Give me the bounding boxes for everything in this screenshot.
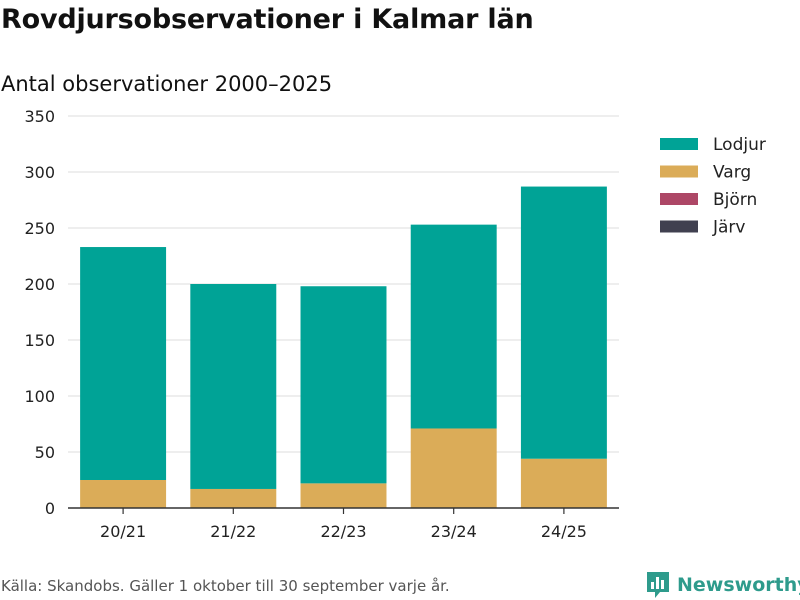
- y-tick-label: 250: [24, 219, 55, 238]
- brand-name: Newsworthy: [677, 574, 800, 596]
- y-tick-label: 150: [24, 331, 55, 350]
- legend-label: Lodjur: [713, 135, 766, 155]
- legend-swatch: [660, 138, 698, 150]
- bar-varg-20-21: [80, 480, 167, 508]
- bar-lodjur-22-23: [300, 286, 387, 484]
- legend-swatch: [660, 165, 698, 178]
- x-tick-label: 20/21: [100, 522, 146, 541]
- chart-subtitle: Antal observationer 2000–2025: [1, 72, 333, 96]
- y-tick-label: 50: [35, 443, 55, 462]
- x-tick-label: 23/24: [431, 522, 477, 541]
- x-axis-ticks: 20/21 21/22 22/23 23/24 24/25: [100, 508, 587, 541]
- bar-lodjur-20-21: [80, 247, 167, 480]
- legend-label: Björn: [713, 190, 757, 210]
- bar-varg-21-22: [190, 488, 277, 508]
- source-note: Källa: Skandobs. Gäller 1 oktober till 3…: [1, 577, 450, 595]
- legend-label: Varg: [713, 163, 751, 183]
- legend-label: Järv: [712, 218, 745, 238]
- y-axis-ticks: 0 50 100 150 200 250 300 350: [24, 107, 55, 518]
- legend-swatch: [660, 193, 698, 205]
- chart-title: Rovdjursobservationer i Kalmar län: [1, 4, 534, 35]
- x-tick-label: 21/22: [210, 522, 256, 541]
- x-tick-label: 22/23: [320, 522, 366, 541]
- bar-lodjur-21-22: [190, 284, 277, 489]
- legend: Lodjur Varg Björn Järv: [660, 135, 766, 238]
- y-tick-label: 200: [24, 275, 55, 294]
- bar-chart-icon: [647, 572, 669, 598]
- bar-varg-22-23: [300, 483, 387, 508]
- bar-varg-23-24: [410, 428, 497, 508]
- y-tick-label: 300: [24, 163, 55, 182]
- brand-logo: Newsworthy: [645, 570, 800, 600]
- bar-lodjur-23-24: [410, 224, 497, 429]
- bar-lodjur-24-25: [520, 186, 607, 459]
- bars: [80, 186, 607, 508]
- bar-varg-24-25: [520, 458, 607, 508]
- y-tick-label: 100: [24, 387, 55, 406]
- y-tick-label: 350: [24, 107, 55, 126]
- legend-swatch: [660, 220, 698, 233]
- y-tick-label: 0: [45, 499, 55, 518]
- x-tick-label: 24/25: [541, 522, 587, 541]
